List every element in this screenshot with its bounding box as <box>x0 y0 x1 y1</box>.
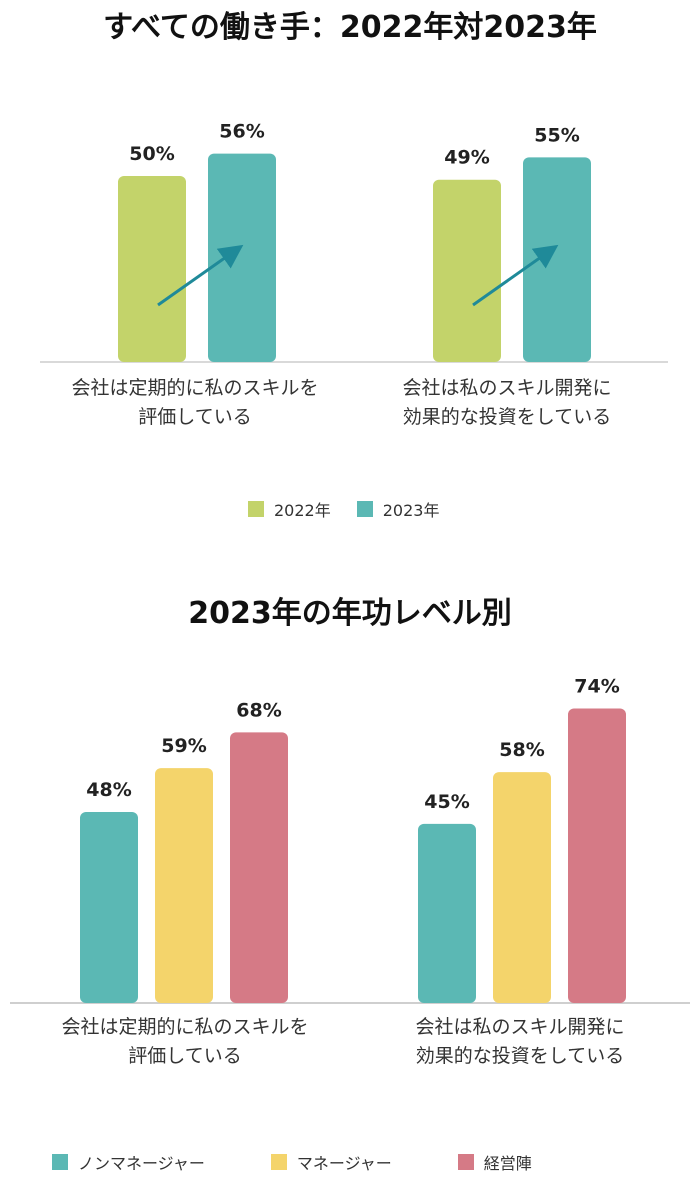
chart2-bar-0-2 <box>230 732 288 1003</box>
legend-label-manager: マネージャー <box>296 1154 392 1173</box>
chart2-data-label-0-2: 68% <box>236 699 281 721</box>
legend-label-non-manager: ノンマネージャー <box>78 1154 205 1173</box>
chart1-category-label-0: 会社は定期的に私のスキルを 評価している <box>71 377 319 428</box>
chart2-title: 2023年の年功レベル別 <box>188 596 512 631</box>
chart2-category-label-0: 会社は定期的に私のスキルを 評価している <box>61 1016 309 1067</box>
legend-swatch-executive <box>457 1154 474 1170</box>
legend-swatch-non-manager <box>52 1154 68 1170</box>
chart2-bar-0-0 <box>80 811 138 1003</box>
chart1-data-label-1-0: 49% <box>444 147 489 169</box>
chart1-category-label-1: 会社は私のスキル開発に 効果的な投資をしている <box>402 377 612 428</box>
chart1-data-label-0-0: 50% <box>129 143 174 165</box>
legend-swatch-2023 <box>356 501 373 517</box>
chart1-bar-0-0 <box>118 176 186 362</box>
chart2-data-label-0-1: 59% <box>161 735 206 757</box>
chart2-data-label-1-2: 74% <box>574 675 619 697</box>
chart1-data-label-1-1: 55% <box>534 124 579 146</box>
legend-swatch-2022 <box>248 501 264 517</box>
chart2-data-label-1-1: 58% <box>499 739 544 761</box>
chart2-legend: ノンマネージャー マネージャー 経営陣 <box>52 1150 532 1174</box>
chart1-data-label-0-1: 56% <box>219 121 264 143</box>
legend-label-executive: 経営陣 <box>483 1154 532 1173</box>
chart1-legend: 2022年 2023年 <box>248 497 439 521</box>
chart2-bar-0-1 <box>155 768 213 1003</box>
chart1-title: すべての働き手：2022年対2023年 <box>103 10 597 45</box>
legend-swatch-manager <box>270 1154 287 1170</box>
chart2-bar-1-1 <box>493 772 551 1003</box>
legend-label-2023: 2023年 <box>382 501 440 520</box>
chart2-bar-1-2 <box>568 708 626 1003</box>
chart2-data-label-0-0: 48% <box>86 779 131 801</box>
chart2-category-label-1: 会社は私のスキル開発に 効果的な投資をしている <box>415 1016 625 1067</box>
chart2-bar-1-0 <box>418 823 476 1003</box>
legend-label-2022: 2022年 <box>274 501 331 520</box>
chart1-plot: 50% 56% 49% 55% <box>40 121 668 363</box>
chart1-trend-arrow-1 <box>472 244 559 307</box>
chart2-data-label-1-0: 45% <box>424 791 469 813</box>
chart1-trend-arrow-0 <box>157 244 244 307</box>
chart1-bar-1-0 <box>433 179 501 362</box>
